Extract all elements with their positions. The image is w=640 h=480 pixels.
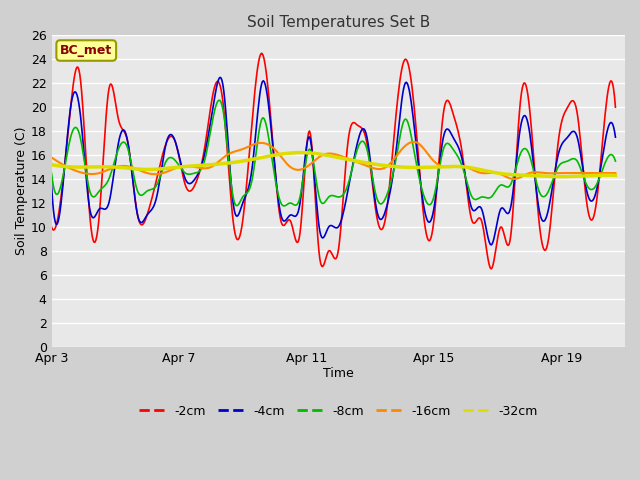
-4cm: [147, 207, 155, 213]
-2cm: [193, 179, 200, 184]
-8cm: [47, 170, 55, 176]
-16cm: [612, 170, 620, 176]
-32cm: [557, 174, 564, 180]
-8cm: [215, 97, 223, 103]
-4cm: [612, 134, 620, 140]
Line: -16cm: -16cm: [51, 142, 616, 179]
Line: -2cm: -2cm: [51, 53, 616, 269]
-2cm: [381, 219, 388, 225]
-4cm: [304, 137, 312, 143]
-8cm: [193, 170, 200, 176]
-8cm: [147, 187, 155, 192]
-32cm: [425, 164, 433, 170]
-4cm: [425, 219, 433, 225]
-16cm: [147, 171, 155, 177]
-2cm: [258, 50, 266, 56]
-16cm: [425, 153, 433, 158]
-4cm: [216, 74, 224, 80]
-32cm: [193, 163, 200, 168]
Line: -4cm: -4cm: [51, 77, 616, 245]
-4cm: [193, 174, 200, 180]
-2cm: [304, 136, 312, 142]
Legend: -2cm, -4cm, -8cm, -16cm, -32cm: -2cm, -4cm, -8cm, -16cm, -32cm: [134, 400, 543, 423]
-4cm: [473, 205, 481, 211]
-8cm: [426, 202, 434, 207]
Text: BC_met: BC_met: [60, 44, 113, 57]
-8cm: [382, 195, 390, 201]
-16cm: [47, 155, 55, 160]
-32cm: [612, 173, 620, 179]
-2cm: [425, 238, 433, 244]
-4cm: [487, 242, 495, 248]
-16cm: [380, 165, 388, 171]
-16cm: [193, 165, 200, 170]
-4cm: [381, 210, 388, 216]
-8cm: [474, 196, 482, 202]
-16cm: [473, 169, 481, 175]
-32cm: [47, 162, 55, 168]
-8cm: [280, 203, 288, 209]
-32cm: [147, 167, 155, 172]
-2cm: [487, 266, 495, 272]
-4cm: [47, 182, 55, 188]
-2cm: [473, 217, 481, 223]
-8cm: [612, 158, 620, 164]
Title: Soil Temperatures Set B: Soil Temperatures Set B: [246, 15, 430, 30]
-8cm: [305, 147, 312, 153]
-16cm: [410, 139, 418, 145]
X-axis label: Time: Time: [323, 367, 354, 380]
Y-axis label: Soil Temperature (C): Soil Temperature (C): [15, 127, 28, 255]
-2cm: [47, 224, 55, 230]
-32cm: [297, 150, 305, 156]
-32cm: [473, 166, 481, 172]
Line: -32cm: -32cm: [51, 153, 616, 177]
-32cm: [304, 150, 312, 156]
Line: -8cm: -8cm: [51, 100, 616, 206]
-16cm: [510, 176, 518, 182]
-32cm: [381, 163, 388, 168]
-16cm: [303, 164, 310, 170]
-2cm: [612, 104, 620, 110]
-2cm: [147, 198, 155, 204]
